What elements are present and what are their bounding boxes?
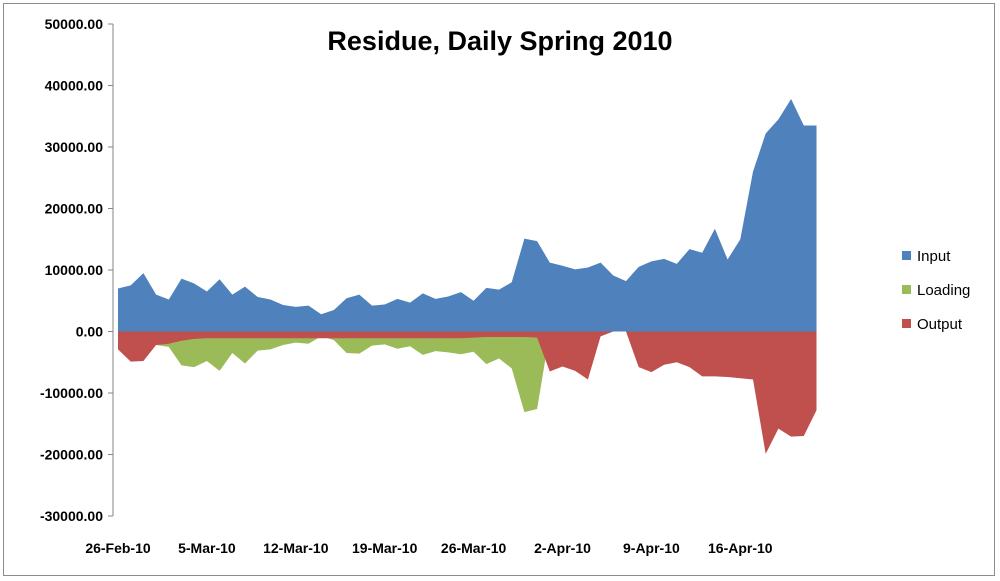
y-tick-label: 40000.00 [45, 78, 104, 94]
x-tick-label: 19-Mar-10 [352, 540, 418, 556]
legend-swatch-loading [902, 285, 911, 294]
x-tick-label: 2-Apr-10 [534, 540, 591, 556]
y-tick-label: 10000.00 [45, 262, 104, 278]
y-tick-label: 20000.00 [45, 201, 104, 217]
x-tick-label: 9-Apr-10 [623, 540, 680, 556]
legend-swatch-output [902, 319, 911, 328]
x-tick-label: 26-Mar-10 [441, 540, 507, 556]
legend-label-loading: Loading [917, 282, 970, 299]
area-series-input [118, 99, 817, 332]
x-tick-label: 16-Apr-10 [708, 540, 773, 556]
y-tick-label: 50000.00 [45, 16, 104, 32]
x-axis-ticks: 26-Feb-10 5-Mar-10 12-Mar-10 19-Mar-10 26-Ma… [85, 540, 772, 556]
x-tick-label: 12-Mar-10 [263, 540, 329, 556]
y-axis-ticks: 50000.00 40000.00 30000.00 20000.00 10000.00… [40, 16, 113, 524]
plot-areas [118, 99, 817, 454]
legend: Input Loading Output [902, 248, 970, 333]
y-tick-label: -10000.00 [40, 385, 103, 401]
chart-title: Residue, Daily Spring 2010 [327, 26, 672, 56]
y-tick-label: -30000.00 [40, 508, 103, 524]
legend-swatch-input [902, 251, 911, 260]
chart-frame [3, 3, 995, 576]
y-tick-label: 30000.00 [45, 139, 104, 155]
x-tick-label: 26-Feb-10 [85, 540, 151, 556]
legend-label-output: Output [917, 316, 963, 333]
y-tick-label: -20000.00 [40, 447, 103, 463]
legend-label-input: Input [917, 248, 951, 265]
area-series-output [118, 331, 817, 454]
x-tick-label: 5-Mar-10 [178, 540, 236, 556]
y-tick-label: 0.00 [76, 324, 103, 340]
